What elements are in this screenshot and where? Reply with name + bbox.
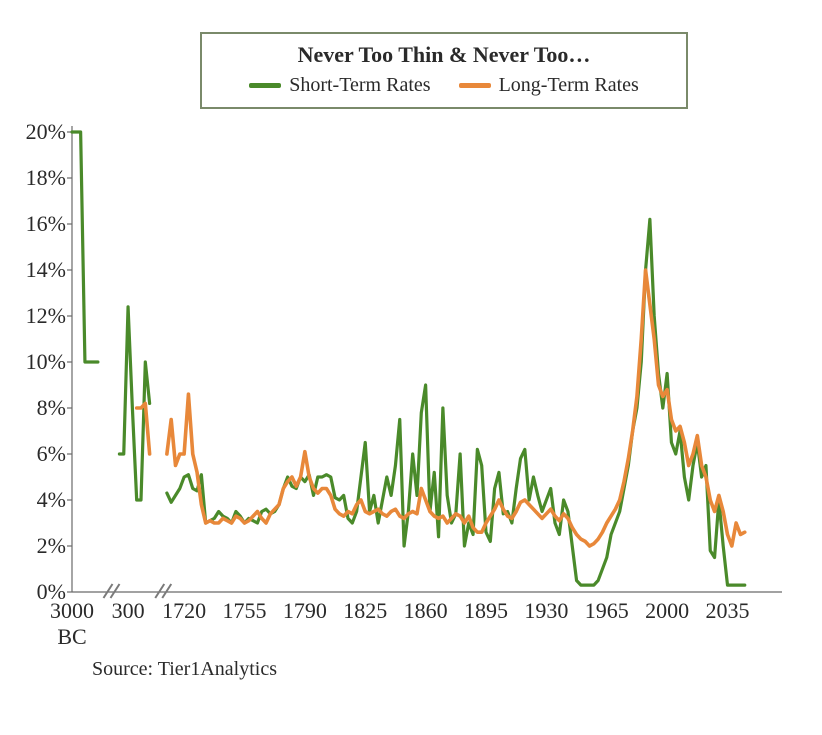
y-axis-tick: 20% [20, 119, 66, 145]
y-axis-tick: 6% [20, 441, 66, 467]
x-axis-tick: 1895 [464, 598, 508, 624]
y-axis-tick: 14% [20, 257, 66, 283]
y-axis-tick: 8% [20, 395, 66, 421]
y-axis-tick: 4% [20, 487, 66, 513]
x-axis-tick: 300 [112, 598, 145, 624]
x-axis-tick: 1860 [404, 598, 448, 624]
x-axis-tick: 1930 [524, 598, 568, 624]
legend-label: Long-Term Rates [499, 74, 639, 97]
x-axis-tick: 1755 [223, 598, 267, 624]
rates-chart: Never Too Thin & Never Too… Short-Term R… [20, 20, 800, 715]
x-axis-tick: 1825 [343, 598, 387, 624]
x-axis-tick: 1720 [162, 598, 206, 624]
x-axis-tick: 3000BC [50, 598, 94, 650]
chart-title: Never Too Thin & Never Too… [214, 42, 674, 68]
x-axis-tick: 2000 [645, 598, 689, 624]
legend: Never Too Thin & Never Too… Short-Term R… [200, 32, 688, 109]
legend-row: Short-Term Rates Long-Term Rates [214, 74, 674, 97]
y-axis-tick: 16% [20, 211, 66, 237]
x-axis-tick: 1965 [585, 598, 629, 624]
y-axis-tick: 12% [20, 303, 66, 329]
legend-swatch [459, 83, 491, 88]
y-axis-tick: 10% [20, 349, 66, 375]
legend-swatch [249, 83, 281, 88]
legend-label: Short-Term Rates [289, 74, 430, 97]
legend-item: Short-Term Rates [249, 74, 430, 97]
source-label: Source: Tier1Analytics [92, 658, 277, 681]
legend-item: Long-Term Rates [459, 74, 639, 97]
x-axis-tick: 2035 [706, 598, 750, 624]
y-axis-tick: 2% [20, 533, 66, 559]
x-axis-tick: 1790 [283, 598, 327, 624]
y-axis-tick: 18% [20, 165, 66, 191]
